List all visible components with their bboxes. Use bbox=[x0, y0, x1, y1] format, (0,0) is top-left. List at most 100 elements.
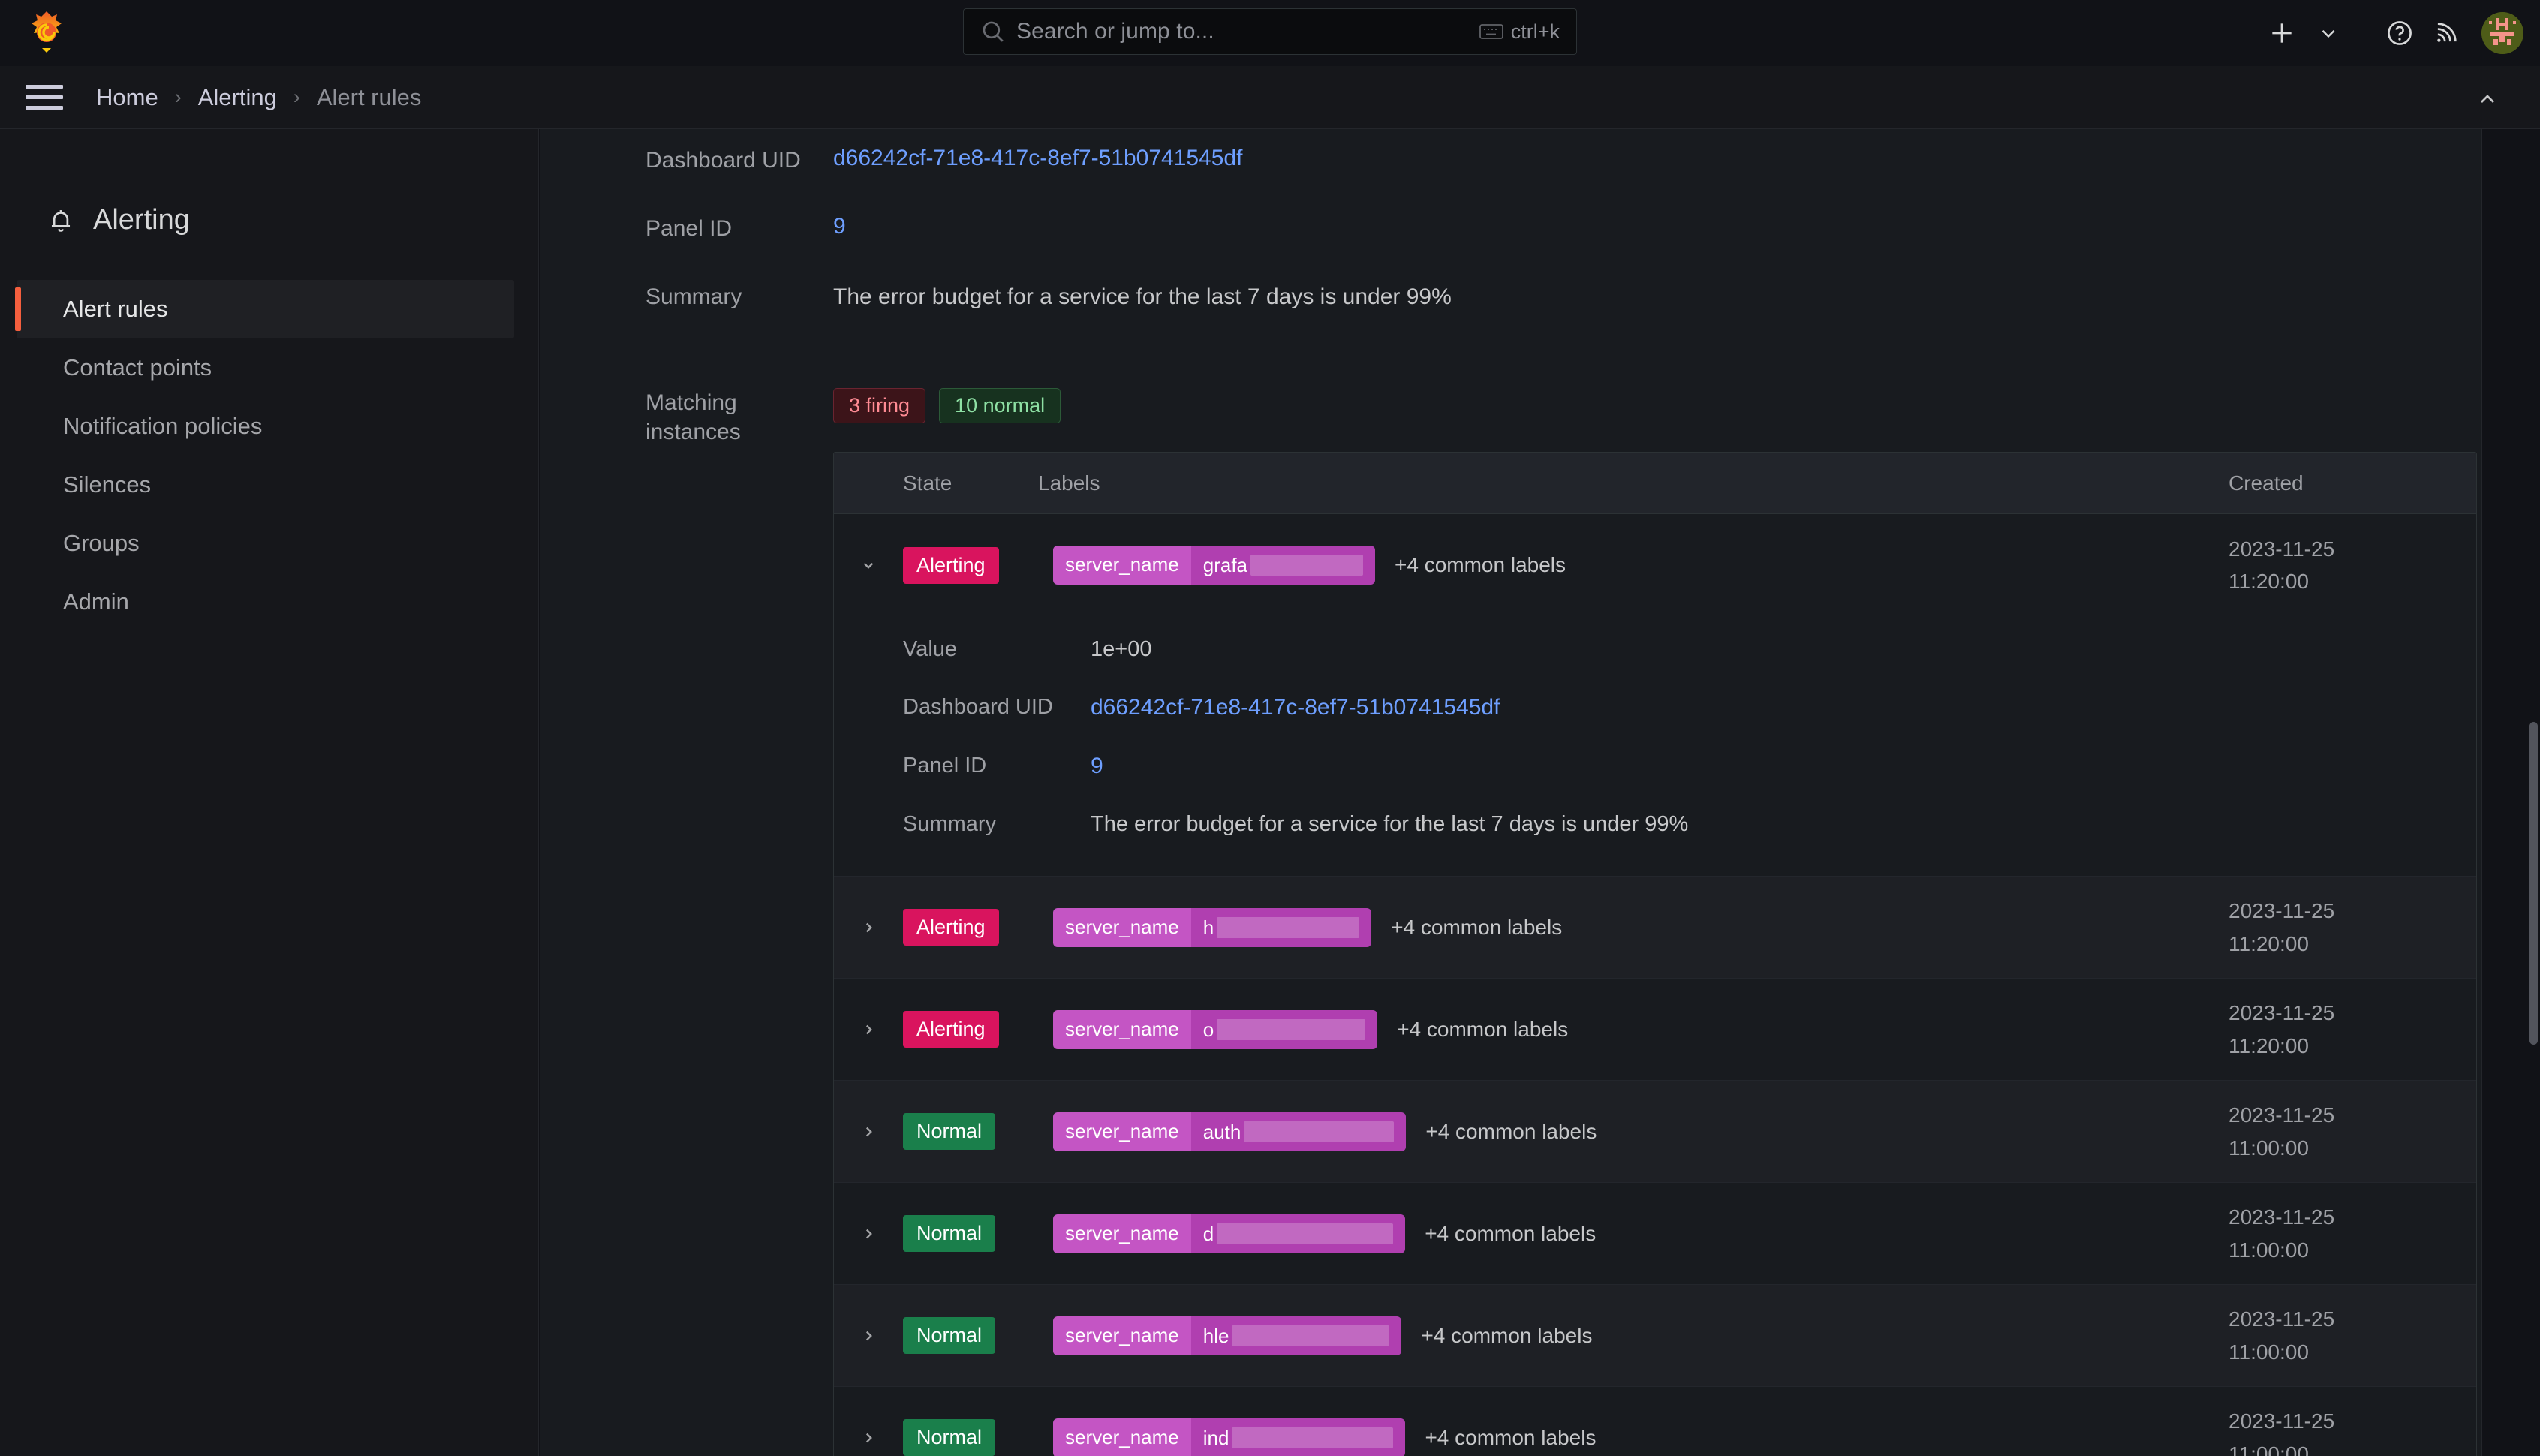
rss-news-icon[interactable] bbox=[2423, 10, 2469, 56]
label-chip-value: d bbox=[1190, 1214, 1406, 1253]
table-header-created: Created bbox=[2229, 471, 2304, 495]
chevron-right-icon[interactable] bbox=[834, 1122, 903, 1142]
table-row[interactable]: Normal server_name d +4 common labels 2023-1… bbox=[834, 1183, 2476, 1286]
table-row[interactable]: Alerting server_name h +4 common labels 2023… bbox=[834, 877, 2476, 979]
rule-summary-row: Summary The error budget for a service f… bbox=[646, 282, 2481, 313]
chevron-up-icon[interactable] bbox=[2471, 83, 2504, 116]
label-chip-value: auth bbox=[1190, 1112, 1407, 1151]
instance-detail-row: Panel ID 9 bbox=[903, 754, 2476, 779]
chevron-down-icon[interactable] bbox=[2305, 10, 2352, 56]
breadcrumb-item-alerting[interactable]: Alerting bbox=[197, 83, 277, 110]
table-row[interactable]: Alerting server_name grafa +4 common labels… bbox=[834, 514, 2476, 617]
label-chip[interactable]: server_name hle bbox=[1053, 1316, 1402, 1355]
sidebar-navigation: Alerting Alert rules Contact points Noti… bbox=[0, 129, 539, 1456]
breadcrumb-item-home[interactable]: Home bbox=[96, 83, 158, 110]
redacted-text bbox=[1232, 1427, 1394, 1448]
user-avatar[interactable] bbox=[2481, 12, 2523, 54]
created-date: 2023-11-25 bbox=[2229, 1001, 2335, 1025]
alert-rule-detail-panel: Dashboard UID d66242cf-71e8-417c-8ef7-51… bbox=[540, 129, 2482, 1456]
main-content-area: Dashboard UID d66242cf-71e8-417c-8ef7-51… bbox=[540, 129, 2540, 1456]
created-time: 11:00:00 bbox=[2229, 1238, 2309, 1262]
label-chip[interactable]: server_name ind bbox=[1053, 1418, 1406, 1456]
instance-detail-value: The error budget for a service for the l… bbox=[1091, 812, 1689, 837]
alert-instances-table: State Labels Created Alerting server_name… bbox=[833, 452, 2477, 1456]
table-header-labels: Labels bbox=[1038, 471, 1100, 495]
sidebar-item-groups[interactable]: Groups bbox=[17, 514, 514, 573]
status-badge: Normal bbox=[903, 1215, 996, 1253]
instance-detail-link[interactable]: 9 bbox=[1091, 754, 1103, 779]
label-chip[interactable]: server_name auth bbox=[1053, 1112, 1407, 1151]
rule-panel-id-label: Panel ID bbox=[646, 216, 733, 241]
row-labels-cell: server_name h +4 common labels bbox=[1038, 907, 2229, 947]
created-time: 11:20:00 bbox=[2229, 931, 2309, 955]
label-chip[interactable]: server_name o bbox=[1053, 1009, 1378, 1049]
redacted-text bbox=[1250, 555, 1363, 576]
sidebar-item-silences[interactable]: Silences bbox=[17, 456, 514, 514]
label-chip[interactable]: server_name d bbox=[1053, 1214, 1406, 1253]
table-row[interactable]: Normal server_name auth +4 common labels 202… bbox=[834, 1081, 2476, 1184]
label-chip-value: o bbox=[1190, 1009, 1378, 1049]
row-created-cell: 2023-11-25 11:20:00 bbox=[2229, 895, 2476, 960]
table-row[interactable]: Normal server_name ind +4 common labels 2023… bbox=[834, 1387, 2476, 1456]
label-chip-key: server_name bbox=[1053, 1418, 1191, 1456]
search-input[interactable]: Search or jump to... ctrl+k bbox=[963, 8, 1577, 55]
hamburger-menu-icon[interactable] bbox=[26, 83, 63, 113]
plus-icon[interactable] bbox=[2259, 10, 2305, 56]
row-created-cell: 2023-11-25 11:00:00 bbox=[2229, 1303, 2476, 1368]
sidebar-item-label: Silences bbox=[63, 471, 152, 498]
more-labels-link[interactable]: +4 common labels bbox=[1391, 915, 1563, 939]
rule-panel-id-link[interactable]: 9 bbox=[833, 214, 846, 239]
sidebar-nav-list: Alert rules Contact points Notification … bbox=[0, 280, 538, 631]
redacted-text bbox=[1244, 1121, 1395, 1142]
chevron-right-icon[interactable] bbox=[834, 1326, 903, 1346]
search-shortcut-label: ctrl+k bbox=[1510, 20, 1560, 43]
row-created-cell: 2023-11-25 11:20:00 bbox=[2229, 997, 2476, 1062]
row-labels-cell: server_name d +4 common labels bbox=[1038, 1214, 2229, 1253]
table-row[interactable]: Normal server_name hle +4 common labels 2023… bbox=[834, 1285, 2476, 1388]
row-labels-cell: server_name hle +4 common labels bbox=[1038, 1316, 2229, 1355]
instance-detail-body: Value 1e+00 Dashboard UID d66242cf-71e8-417… bbox=[834, 616, 2476, 877]
more-labels-link[interactable]: +4 common labels bbox=[1425, 1221, 1597, 1245]
status-badge-firing[interactable]: 3 firing bbox=[833, 387, 926, 424]
row-created-cell: 2023-11-25 11:20:00 bbox=[2229, 533, 2476, 598]
instance-detail-row: Summary The error budget for a service fo… bbox=[903, 812, 2476, 837]
more-labels-link[interactable]: +4 common labels bbox=[1395, 553, 1566, 577]
label-chip[interactable]: server_name h bbox=[1053, 907, 1372, 947]
grafana-logo-icon[interactable] bbox=[23, 9, 71, 57]
more-labels-link[interactable]: +4 common labels bbox=[1425, 1119, 1597, 1143]
breadcrumb-item-alert-rules[interactable]: Alert rules bbox=[316, 83, 422, 110]
row-state-cell: Normal bbox=[903, 1113, 1038, 1151]
label-chip[interactable]: server_name grafa bbox=[1053, 546, 1375, 585]
chevron-down-icon[interactable] bbox=[834, 555, 903, 575]
rule-dashboard-uid-link[interactable]: d66242cf-71e8-417c-8ef7-51b0741545df bbox=[833, 146, 1243, 170]
sidebar-item-contact-points[interactable]: Contact points bbox=[17, 338, 514, 397]
more-labels-link[interactable]: +4 common labels bbox=[1425, 1425, 1597, 1449]
help-circle-icon[interactable] bbox=[2376, 10, 2423, 56]
page-scrollbar-thumb[interactable] bbox=[2529, 722, 2538, 1045]
matching-instances-content: 3 firing 10 normal State Labels Created … bbox=[833, 387, 2477, 1456]
chevron-right-icon[interactable] bbox=[834, 1428, 903, 1448]
more-labels-link[interactable]: +4 common labels bbox=[1421, 1323, 1593, 1347]
instance-detail-link[interactable]: d66242cf-71e8-417c-8ef7-51b0741545df bbox=[1091, 695, 1500, 720]
breadcrumb-bar: Home › Alerting › Alert rules bbox=[0, 66, 2540, 129]
status-badge-normal[interactable]: 10 normal bbox=[939, 387, 1061, 424]
table-row[interactable]: Alerting server_name o +4 common labels 2023… bbox=[834, 979, 2476, 1081]
page-scrollbar[interactable] bbox=[2526, 129, 2540, 1456]
chevron-right-icon[interactable] bbox=[834, 1224, 903, 1244]
chevron-right-icon[interactable] bbox=[834, 1020, 903, 1039]
sidebar-item-admin[interactable]: Admin bbox=[17, 573, 514, 631]
more-labels-link[interactable]: +4 common labels bbox=[1397, 1017, 1569, 1041]
label-chip-value: ind bbox=[1190, 1418, 1406, 1456]
row-state-cell: Normal bbox=[903, 1317, 1038, 1355]
breadcrumb-separator: › bbox=[293, 86, 300, 108]
sidebar-item-notification-policies[interactable]: Notification policies bbox=[17, 397, 514, 456]
breadcrumb-separator: › bbox=[174, 86, 182, 108]
row-labels-cell: server_name o +4 common labels bbox=[1038, 1009, 2229, 1049]
row-state-cell: Alerting bbox=[903, 1011, 1038, 1048]
sidebar-item-alert-rules[interactable]: Alert rules bbox=[15, 280, 514, 338]
created-date: 2023-11-25 bbox=[2229, 899, 2335, 923]
row-created-cell: 2023-11-25 11:00:00 bbox=[2229, 1405, 2476, 1456]
chevron-right-icon[interactable] bbox=[834, 918, 903, 937]
label-chip-key: server_name bbox=[1053, 1316, 1191, 1355]
instance-detail-label: Dashboard UID bbox=[903, 695, 1053, 720]
